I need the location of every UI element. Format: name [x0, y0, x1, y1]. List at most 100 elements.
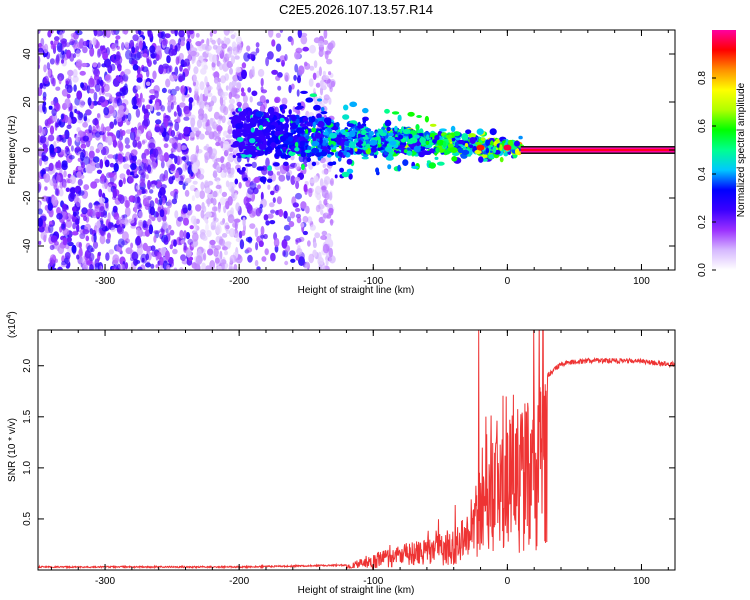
spectrogram-band-blob: [451, 137, 456, 142]
spectrogram-band-blob: [250, 127, 255, 133]
spectrogram-noise-blob: [61, 223, 66, 230]
spectrogram-feature: [409, 137, 418, 144]
spectrogram-noise-blob: [82, 135, 90, 142]
spectrogram-noise-blob: [67, 241, 74, 247]
spectrogram-noise-blob: [39, 82, 44, 89]
spectrogram-noise-blob: [167, 256, 174, 265]
spectrogram-band-blob: [402, 128, 411, 135]
snr-xlabel: Height of straight line (km): [298, 585, 415, 596]
spectrogram-noise-blob: [52, 43, 57, 49]
spectrogram-band-blob: [282, 146, 287, 151]
spectrogram-noise-blob: [178, 30, 185, 38]
spectrogram-band-blob: [245, 154, 253, 158]
spectrogram-noise-blob: [225, 37, 231, 45]
spectrogram-noise-blob: [116, 218, 120, 225]
spectrogram-noise-blob: [92, 62, 98, 68]
spectrogram-noise-blob: [125, 43, 130, 51]
spectrogram-noise-blob: [78, 242, 83, 249]
spectrogram-noise-blob: [293, 74, 297, 81]
spectrogram-noise-blob: [159, 209, 165, 218]
spectrogram-noise-blob: [211, 244, 216, 249]
spectrogram-noise-blob: [295, 238, 302, 243]
spectrogram-band-blob: [306, 121, 312, 127]
spectrogram-noise-blob: [293, 203, 299, 208]
spectrogram-band-blob: [311, 161, 317, 167]
spectrogram-noise-blob: [234, 55, 240, 60]
spectrogram-noise-blob: [145, 81, 151, 87]
spectrogram-noise-blob: [198, 133, 205, 140]
spectrogram-noise-blob: [105, 30, 111, 38]
spectrogram-band-blob: [314, 152, 322, 157]
spectrogram-noise-blob: [323, 40, 329, 45]
spectrogram-band-blob: [256, 166, 265, 171]
spectrogram-band-blob: [341, 171, 350, 178]
spectrogram-noise-blob: [46, 62, 51, 70]
spectrogram-noise-blob: [83, 184, 90, 191]
spectrogram-noise-blob: [254, 227, 259, 238]
spectrogram-noise-blob: [65, 219, 73, 228]
spectrogram-noise-blob: [328, 191, 333, 201]
spectrogram-band-blob: [243, 149, 250, 154]
spectrogram-noise-blob: [205, 143, 210, 152]
spectrogram-noise-blob: [169, 244, 173, 250]
spectrogram-noise-blob: [176, 116, 181, 124]
spectrogram-noise-blob: [142, 223, 148, 229]
spectrogram-noise-blob: [94, 131, 101, 138]
spectrogram-noise-blob: [201, 117, 206, 128]
spectrogram-noise-blob: [195, 41, 202, 47]
spectrogram-noise-blob: [212, 121, 217, 130]
spectrogram-noise-blob: [220, 75, 227, 84]
spectrogram-noise-blob: [208, 52, 212, 58]
spectrogram-noise-blob: [146, 69, 150, 78]
spectrogram-noise-blob: [174, 121, 180, 132]
spectrogram-noise-blob: [142, 53, 148, 58]
spectrogram-noise-blob: [309, 224, 316, 231]
spectrogram-noise-blob: [169, 163, 176, 171]
spectrogram-noise-blob: [190, 215, 197, 225]
spectrogram-noise-blob: [77, 178, 83, 186]
spectrogram-noise-blob: [165, 78, 171, 88]
spectrogram-noise-blob: [72, 169, 76, 176]
spectrogram-band-blob: [380, 132, 387, 137]
spectrogram-noise-blob: [80, 143, 87, 149]
spectrogram-band-blob: [310, 115, 316, 123]
spectrogram-noise-blob: [322, 163, 327, 169]
spectrogram-noise-blob: [128, 175, 135, 184]
spectrogram-band-blob: [269, 125, 276, 130]
spectrogram-noise-blob: [82, 121, 88, 128]
spectrogram-noise-blob: [181, 93, 186, 103]
spectrogram-noise-blob: [221, 191, 228, 197]
spectrogram-band-blob: [258, 118, 264, 125]
spectrogram-noise-blob: [109, 162, 115, 168]
spectrogram-noise-blob: [309, 44, 316, 54]
carrier-core: [520, 149, 675, 151]
spectrogram-noise-blob: [308, 78, 314, 87]
spectrogram-noise-blob: [213, 111, 220, 120]
spectrogram-band-blob: [476, 128, 484, 135]
spectrogram-noise-blob: [330, 178, 334, 186]
spectrogram-noise-blob: [230, 34, 236, 40]
spectrogram-noise-blob: [271, 39, 276, 47]
spectrogram-band-blob: [270, 130, 276, 137]
spectrogram-band-blob: [263, 121, 268, 126]
spectrogram-feature: [503, 144, 512, 151]
x-tick-label: 100: [633, 576, 650, 587]
spectrogram-noise-blob: [126, 169, 131, 176]
spectrogram-noise-blob: [279, 55, 286, 63]
spectrogram-band-blob: [326, 126, 333, 132]
spectrogram-noise-blob: [284, 72, 290, 82]
spectrogram-noise-blob: [107, 154, 114, 159]
spectrogram-noise-blob: [47, 134, 55, 142]
spectrogram-noise-blob: [65, 147, 71, 156]
spectrogram-noise-blob: [251, 161, 257, 169]
spectrogram-noise-blob: [256, 266, 261, 270]
spectrogram-noise-blob: [230, 55, 236, 65]
spectrogram-noise-blob: [305, 261, 310, 269]
spectrogram-noise-blob: [226, 166, 232, 174]
spectrogram-band-blob: [242, 108, 247, 114]
spectrogram-noise-blob: [190, 50, 197, 57]
spectrogram-noise-blob: [65, 42, 71, 48]
spectrogram-noise-blob: [254, 259, 259, 267]
colorbar-gradient: [712, 30, 736, 270]
spectrogram-band-blob: [232, 111, 236, 115]
